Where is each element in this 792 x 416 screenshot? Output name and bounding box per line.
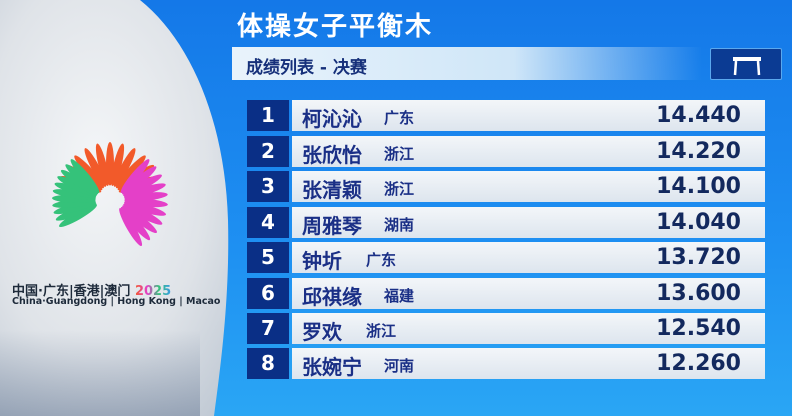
logo-petal — [52, 189, 96, 201]
athlete-score: 14.440 — [656, 103, 741, 128]
logo-text-en: China·Guangdong | Hong Kong | Macao — [12, 296, 221, 307]
athlete-region: 湖南 — [384, 216, 415, 234]
logo-petal — [113, 148, 136, 187]
result-bar: 钟圻 广东 13.720 — [292, 242, 765, 273]
logo-petal — [74, 155, 105, 189]
athlete-name: 张婉宁 — [302, 355, 362, 379]
logo-year: 2025 — [134, 284, 172, 299]
logo-petal — [95, 143, 110, 186]
athlete-region: 浙江 — [366, 322, 397, 340]
athlete-name: 柯沁沁 — [302, 107, 362, 131]
result-bar: 邱祺缘 福建 13.600 — [292, 278, 765, 309]
logo-petal — [122, 166, 157, 195]
games-logo-icon — [51, 141, 168, 247]
result-row: 7 罗欢 浙江 12.540 — [247, 313, 765, 344]
rank-badge: 8 — [247, 348, 289, 379]
rank-badge: 4 — [247, 207, 289, 238]
logo-cn-text: 中国·广东|香港|澳门 — [12, 284, 131, 299]
rank-badge: 2 — [247, 136, 289, 167]
result-bar: 张欣怡 浙江 14.220 — [292, 136, 765, 167]
result-bar: 张清颖 浙江 14.100 — [292, 171, 765, 202]
athlete-score: 13.600 — [656, 281, 741, 306]
crowd-backdrop — [0, 330, 200, 416]
subtitle-bar: 成绩列表 - 决赛 — [232, 47, 702, 80]
athlete-score: 14.040 — [656, 210, 741, 235]
athlete-name: 张欣怡 — [302, 143, 362, 167]
result-row: 6 邱祺缘 福建 13.600 — [247, 278, 765, 309]
rank-badge: 5 — [247, 242, 289, 273]
athlete-score: 14.220 — [656, 139, 741, 164]
rank-badge: 3 — [247, 171, 289, 202]
athlete-region: 河南 — [384, 357, 415, 375]
result-bar: 罗欢 浙江 12.540 — [292, 313, 765, 344]
athlete-score: 12.540 — [656, 316, 741, 341]
logo-petal — [110, 143, 125, 186]
result-bar: 周雅琴 湖南 14.040 — [292, 207, 765, 238]
result-row: 3 张清颖 浙江 14.100 — [247, 171, 765, 202]
rank-badge: 1 — [247, 100, 289, 131]
result-row: 5 钟圻 广东 13.720 — [247, 242, 765, 273]
logo-petal — [122, 205, 157, 234]
result-row: 8 张婉宁 河南 12.260 — [247, 348, 765, 379]
logo-petal — [123, 201, 167, 216]
result-row: 1 柯沁沁 广东 14.440 — [247, 100, 765, 131]
logo-petal — [119, 208, 143, 247]
athlete-region: 福建 — [384, 287, 415, 305]
athlete-name: 罗欢 — [302, 320, 342, 344]
logo-petal — [84, 148, 107, 187]
result-bar: 柯沁沁 广东 14.440 — [292, 100, 765, 131]
logo-petal — [120, 159, 150, 194]
page-title: 体操女子平衡木 — [237, 12, 434, 42]
logo-petal — [123, 203, 163, 225]
athlete-name: 邱祺缘 — [302, 285, 362, 309]
logo-text-cn: 中国·广东|香港|澳门 2025 — [12, 280, 171, 299]
athlete-region: 广东 — [366, 251, 397, 269]
logo-petal — [115, 155, 146, 189]
athlete-name: 周雅琴 — [302, 214, 362, 238]
result-row: 2 张欣怡 浙江 14.220 — [247, 136, 765, 167]
athlete-region: 广东 — [384, 109, 415, 127]
athlete-name: 钟圻 — [302, 249, 342, 273]
result-row: 4 周雅琴 湖南 14.040 — [247, 207, 765, 238]
athlete-name: 张清颖 — [302, 178, 362, 202]
logo-petal — [70, 159, 100, 194]
logo-petal — [123, 174, 162, 197]
athlete-region: 浙江 — [384, 145, 415, 163]
balance-beam-icon — [710, 48, 782, 80]
rank-badge: 6 — [247, 278, 289, 309]
rank-badge: 7 — [247, 313, 289, 344]
athlete-score: 13.720 — [656, 245, 741, 270]
athlete-region: 浙江 — [384, 180, 415, 198]
result-bar: 张婉宁 河南 12.260 — [292, 348, 765, 379]
athlete-score: 14.100 — [656, 174, 741, 199]
logo-petal — [120, 206, 151, 241]
athlete-score: 12.260 — [656, 351, 741, 376]
